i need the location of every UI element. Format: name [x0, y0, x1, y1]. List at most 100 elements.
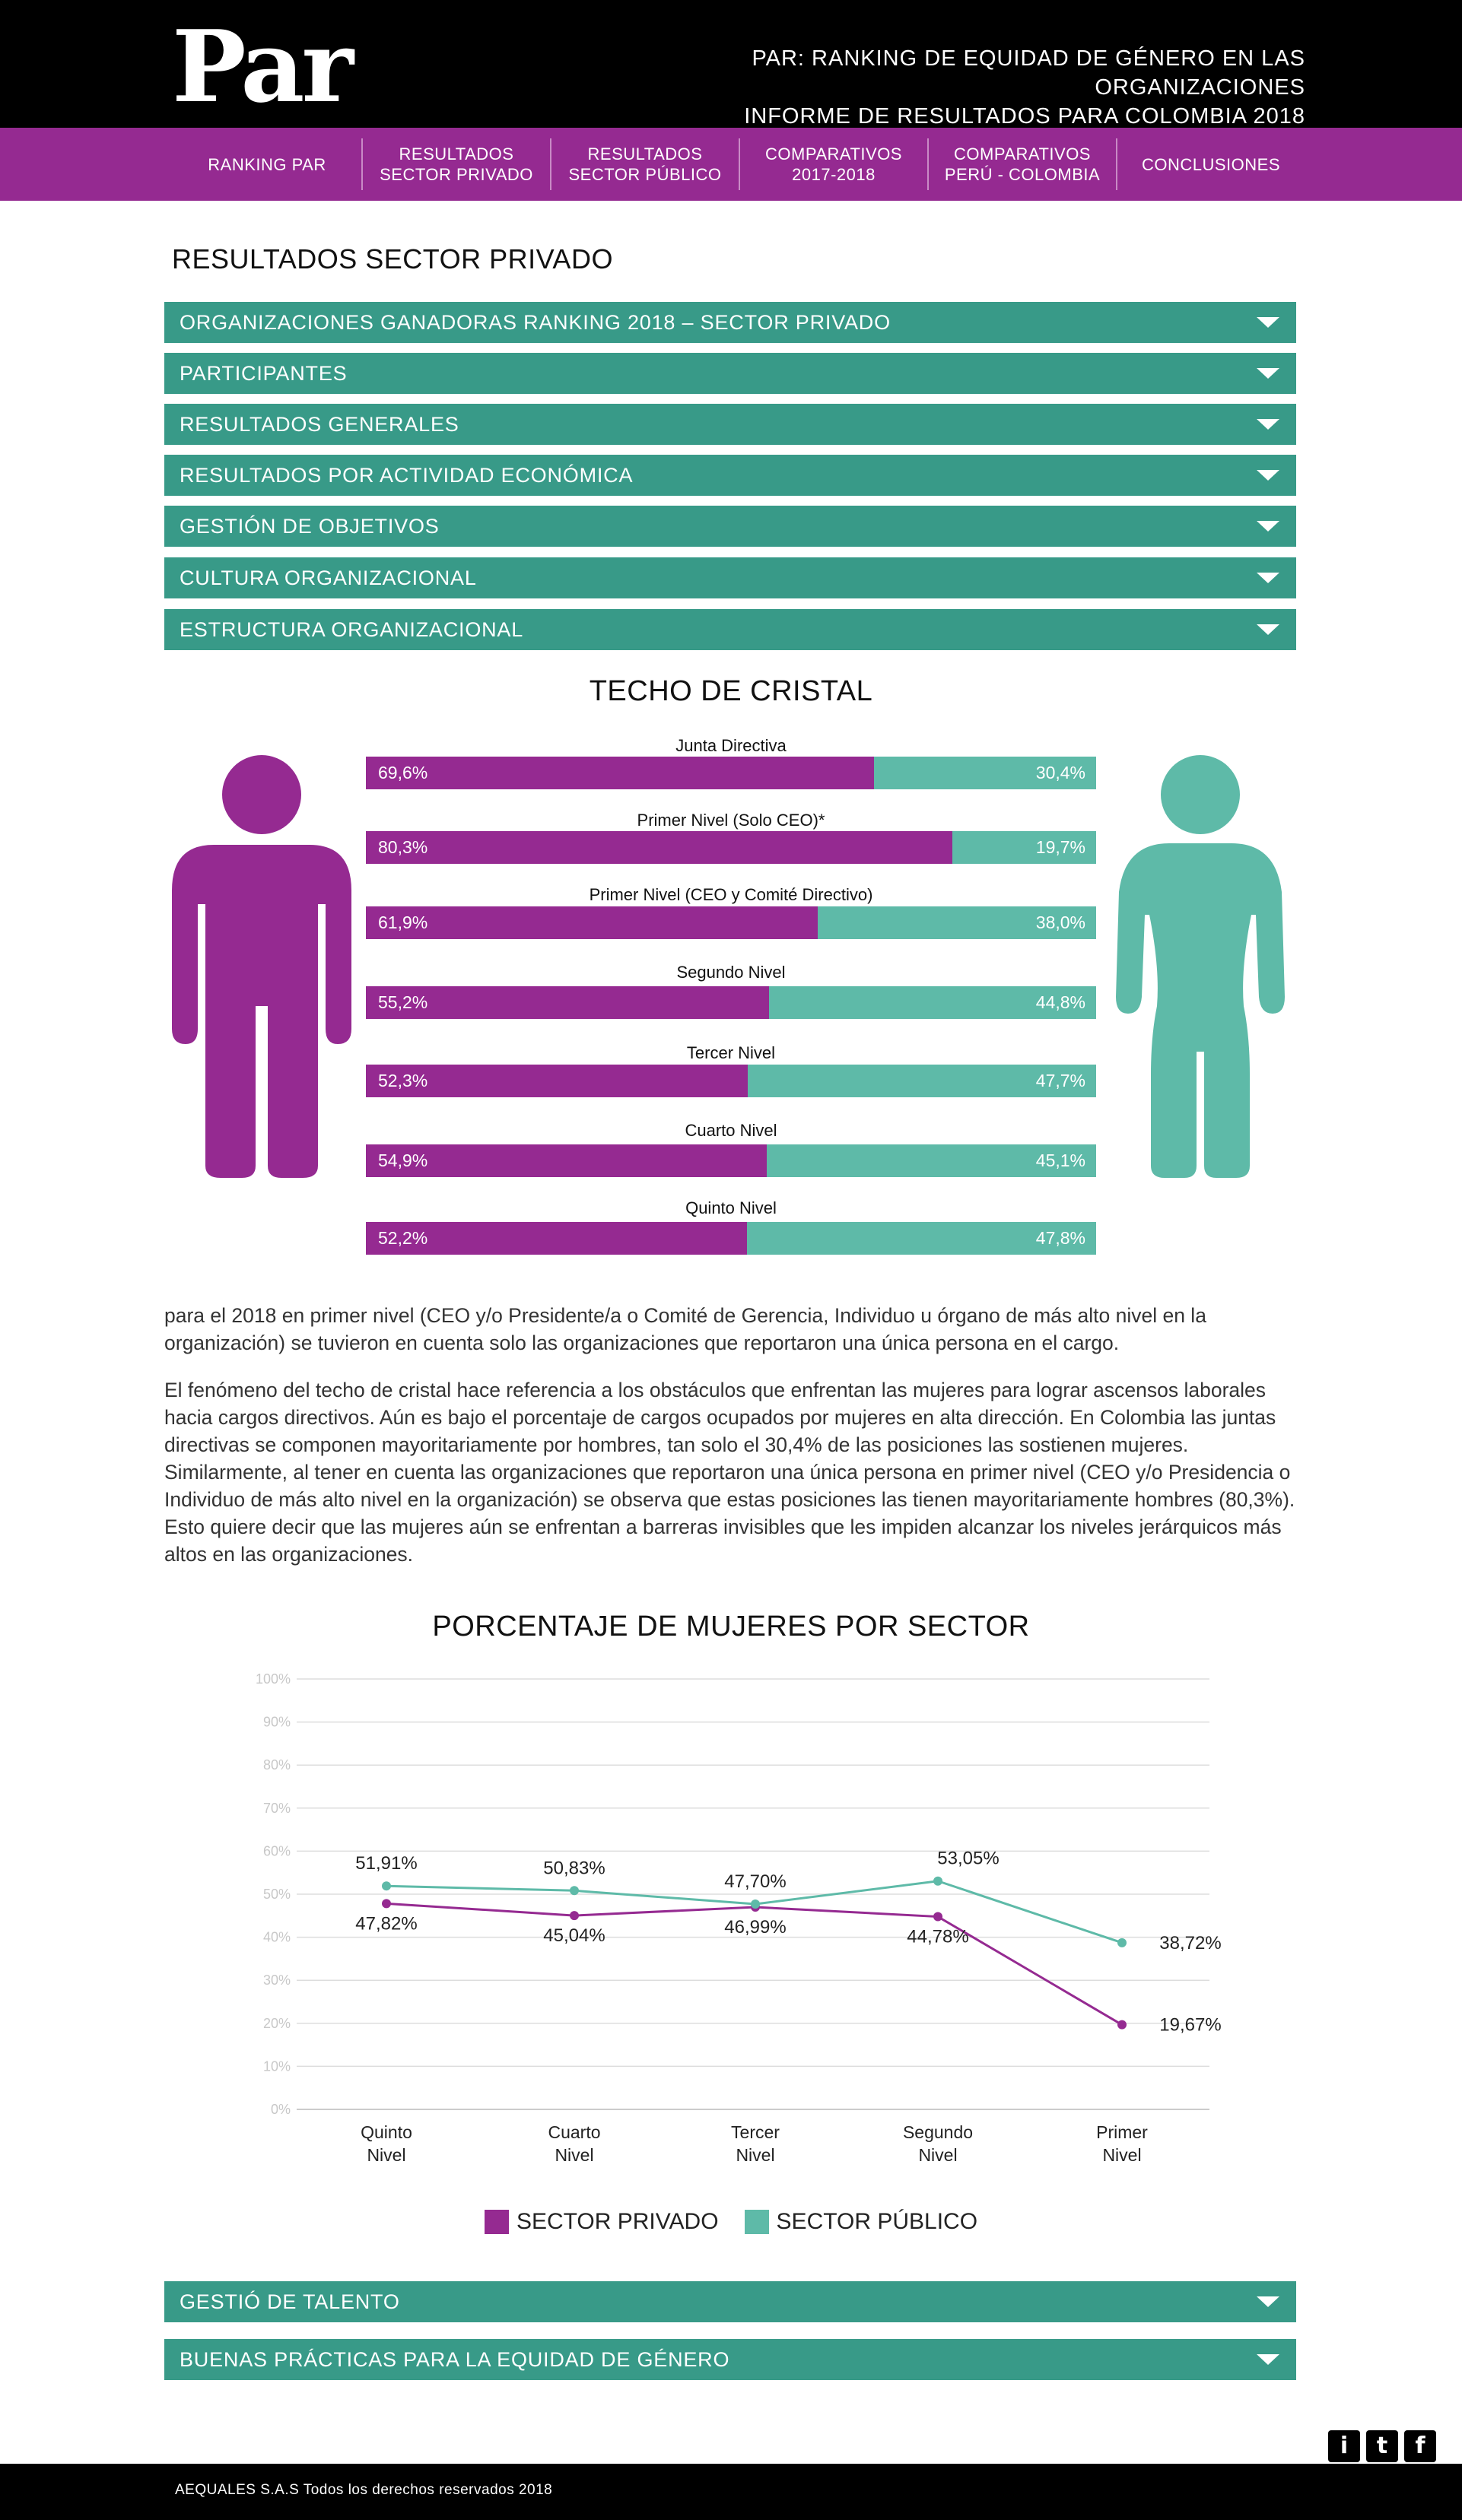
bar-label: Quinto Nivel [685, 1198, 777, 1217]
bar-label: Segundo Nivel [676, 963, 786, 982]
x-tick-label: Cuarto [548, 2122, 600, 2142]
footer-copyright: AEQUALES S.A.S Todos los derechos reserv… [175, 2482, 553, 2498]
accordion-label: RESULTADOS POR ACTIVIDAD ECONÓMICA [180, 464, 634, 487]
nav-label-sub: SECTOR PÚBLICO [568, 165, 722, 184]
nav-label: RESULTADOS [587, 144, 703, 163]
legend-item-publico: SECTOR PÚBLICO [744, 2209, 977, 2235]
bar-men-fill [366, 1065, 748, 1097]
y-tick-label: 90% [263, 1715, 291, 1730]
bar-men-fill [366, 906, 818, 939]
bar-label: Primer Nivel (Solo CEO)* [637, 811, 825, 830]
bar-row: 61,9% 38,0% [366, 906, 1096, 939]
chevron-down-icon [1257, 2296, 1279, 2307]
bar-men-value: 54,9% [378, 1151, 428, 1170]
y-tick-label: 30% [263, 1973, 291, 1988]
x-tick-label: Tercer [731, 2122, 780, 2142]
data-label: 51,91% [355, 1853, 417, 1874]
nav-comparativos-2017-2018[interactable]: COMPARATIVOS 2017-2018 [739, 138, 927, 190]
accordion-label: BUENAS PRÁCTICAS PARA LA EQUIDAD DE GÉNE… [180, 2348, 730, 2371]
data-label: 38,72% [1159, 1933, 1221, 1953]
accordion-buenas-practicas[interactable]: BUENAS PRÁCTICAS PARA LA EQUIDAD DE GÉNE… [164, 2339, 1296, 2380]
bar-label: Primer Nivel (CEO y Comité Directivo) [589, 885, 873, 904]
accordion-label: RESULTADOS GENERALES [180, 413, 459, 436]
nav-ranking-par[interactable]: RANKING PAR [173, 138, 361, 190]
chevron-down-icon [1257, 419, 1279, 430]
data-point [933, 1912, 942, 1922]
facebook-icon[interactable]: f [1404, 2430, 1436, 2462]
bar-women-value: 38,0% [1035, 912, 1085, 932]
chevron-down-icon [1257, 521, 1279, 532]
nav-comparativos-peru-colombia[interactable]: COMPARATIVOS PERÚ - COLOMBIA [927, 138, 1116, 190]
legend-item-privado: SECTOR PRIVADO [484, 2209, 719, 2235]
bar-row: 52,2% 47,8% [366, 1222, 1096, 1255]
bar-men-value: 52,2% [378, 1228, 428, 1248]
chevron-down-icon [1257, 573, 1279, 583]
accordion-resultados-generales[interactable]: RESULTADOS GENERALES [164, 404, 1296, 445]
footer: AEQUALES S.A.S Todos los derechos reserv… [0, 2464, 1462, 2520]
y-tick-label: 80% [263, 1757, 291, 1773]
x-tick-label: Nivel [367, 2145, 405, 2165]
accordion-resultados-actividad[interactable]: RESULTADOS POR ACTIVIDAD ECONÓMICA [164, 455, 1296, 496]
header-title: PAR: RANKING DE EQUIDAD DE GÉNERO EN LAS… [545, 44, 1305, 131]
legend-label-privado: SECTOR PRIVADO [516, 2209, 719, 2234]
y-tick-label: 0% [271, 2102, 291, 2117]
data-label: 44,78% [907, 1927, 968, 1947]
glass-ceiling-paragraph: El fenómeno del techo de cristal hace re… [164, 1379, 1295, 1566]
x-tick-label: Primer [1096, 2122, 1148, 2142]
y-tick-label: 60% [263, 1843, 291, 1858]
accordion-gestion-talento[interactable]: GESTIÓ DE TALENTO [164, 2281, 1296, 2322]
accordion-organizaciones-ganadoras[interactable]: ORGANIZACIONES GANADORAS RANKING 2018 – … [164, 302, 1296, 343]
glass-ceiling-title: TECHO DE CRISTAL [589, 675, 873, 707]
chevron-down-icon [1257, 368, 1279, 379]
accordion-label: CULTURA ORGANIZACIONAL [180, 567, 477, 589]
info-icon[interactable]: i [1328, 2430, 1360, 2462]
accordion-participantes[interactable]: PARTICIPANTES [164, 353, 1296, 394]
accordion-label: ESTRUCTURA ORGANIZACIONAL [180, 618, 524, 641]
chevron-down-icon [1257, 470, 1279, 481]
y-tick-label: 50% [263, 1887, 291, 1902]
data-label: 47,82% [355, 1913, 417, 1934]
accordion-gestion-objetivos[interactable]: GESTIÓN DE OBJETIVOS [164, 506, 1296, 547]
accordion-cultura-organizacional[interactable]: CULTURA ORGANIZACIONAL [164, 557, 1296, 598]
nav-label-sub: 2017-2018 [792, 165, 876, 184]
bar-men-value: 69,6% [378, 763, 428, 782]
legend-swatch-privado [484, 2210, 509, 2234]
data-label: 50,83% [543, 1858, 605, 1878]
data-point [1117, 1938, 1127, 1947]
data-label: 53,05% [937, 1849, 999, 1869]
data-point [570, 1911, 579, 1921]
data-point [933, 1876, 942, 1886]
twitter-icon[interactable]: t [1366, 2430, 1398, 2462]
man-figure-icon [172, 755, 351, 1178]
bar-women-value: 45,1% [1035, 1151, 1085, 1170]
footnote-text: para el 2018 en primer nivel (CEO y/o Pr… [164, 1304, 1206, 1354]
bar-women-value: 47,8% [1035, 1228, 1085, 1248]
y-tick-label: 100% [256, 1671, 291, 1687]
section-title: RESULTADOS SECTOR PRIVADO [172, 243, 613, 275]
data-point [570, 1886, 579, 1896]
nav-resultados-sector-privado[interactable]: RESULTADOS SECTOR PRIVADO [361, 138, 550, 190]
data-point [382, 1881, 391, 1891]
bar-women-value: 19,7% [1035, 837, 1085, 857]
bar-men-fill [366, 986, 769, 1019]
header-title-line1: PAR: RANKING DE EQUIDAD DE GÉNERO EN LAS… [752, 46, 1305, 100]
par-logo[interactable]: Par [172, 8, 354, 125]
bar-row: 69,6% 30,4% [366, 757, 1096, 789]
accordion-label: GESTIÓN DE OBJETIVOS [180, 515, 440, 538]
y-tick-label: 10% [263, 2058, 291, 2074]
x-tick-label: Quinto [361, 2122, 412, 2142]
woman-figure-icon [1116, 755, 1285, 1178]
data-label: 47,70% [724, 1871, 786, 1892]
top-header: Par PAR: RANKING DE EQUIDAD DE GÉNERO EN… [0, 0, 1462, 131]
nav-conclusiones[interactable]: CONCLUSIONES [1116, 138, 1305, 190]
nav-resultados-sector-publico[interactable]: RESULTADOS SECTOR PÚBLICO [550, 138, 739, 190]
bar-men-value: 55,2% [378, 992, 428, 1012]
data-point [751, 1900, 760, 1909]
bar-men-fill [366, 831, 952, 864]
bar-label: Tercer Nivel [686, 1043, 776, 1062]
bar-men-fill [366, 1222, 748, 1255]
data-label: 45,04% [543, 1925, 605, 1946]
accordion-estructura-organizacional[interactable]: ESTRUCTURA ORGANIZACIONAL [164, 609, 1296, 650]
nav-label: RESULTADOS [399, 144, 514, 163]
data-point [1117, 2020, 1127, 2030]
